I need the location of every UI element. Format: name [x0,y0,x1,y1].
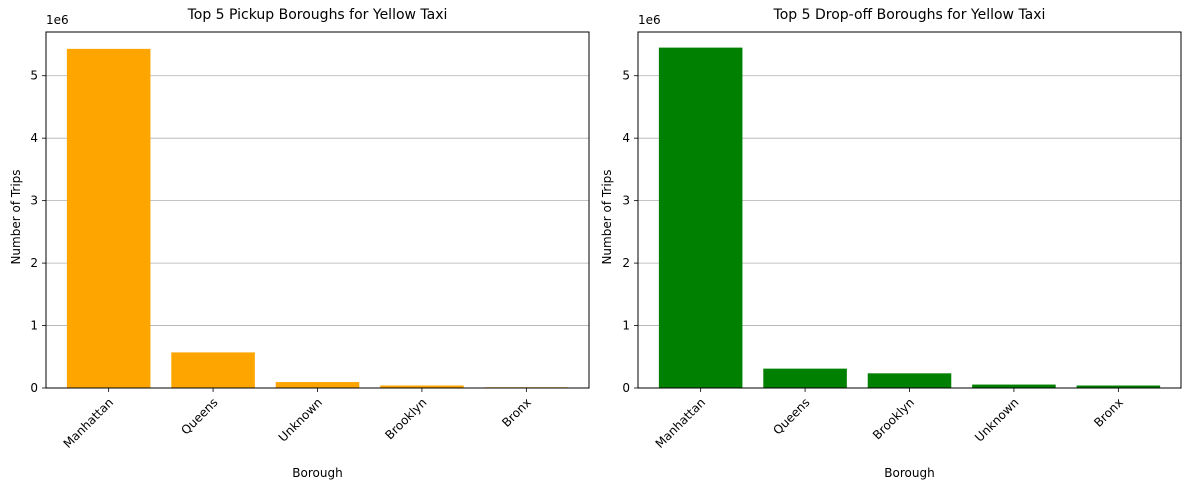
x-axis-label: Borough [292,466,342,480]
y-tick-label: 1 [622,319,630,333]
y-tick-label: 2 [30,256,38,270]
pickup-chart: Top 5 Pickup Boroughs for Yellow Taxi 1e… [9,7,590,480]
y-tick-label: 3 [622,194,630,208]
chart-title: Top 5 Pickup Boroughs for Yellow Taxi [187,7,448,23]
y-tick-label: 4 [30,131,38,145]
x-axis-label: Borough [884,466,934,480]
x-tick-label: Queens [770,395,812,437]
y-tick-label: 3 [30,194,38,208]
y-tick-label: 1 [30,319,38,333]
bar [380,385,464,388]
bar [66,48,151,388]
x-tick-label: Brooklyn [870,395,917,442]
x-tick-label: Bronx [499,395,534,430]
y-tick-label: 4 [622,131,630,145]
y-axis-label: Number of Trips [9,169,23,264]
bar [1076,385,1161,388]
x-tick-label: Manhattan [653,395,709,451]
x-tick-label: Bronx [1091,395,1126,430]
scale-label: 1e6 [638,13,661,27]
x-tick-label: Unknown [972,395,1021,444]
x-tick-label: Brooklyn [382,395,429,442]
x-tick-label: Unknown [276,395,325,444]
bar [763,368,847,388]
x-tick-label: Manhattan [61,395,117,451]
bar [275,382,360,388]
y-tick-label: 0 [30,381,38,395]
bar [658,47,743,388]
y-tick-label: 2 [622,256,630,270]
dropoff-chart: Top 5 Drop-off Boroughs for Yellow Taxi … [600,7,1182,480]
bar [867,373,952,388]
bar [972,384,1056,388]
bar [171,352,255,388]
y-tick-label: 5 [622,69,630,83]
scale-label: 1e6 [46,13,69,27]
y-tick-label: 5 [30,69,38,83]
plot-frame [45,31,590,389]
x-tick-label: Queens [178,395,220,437]
y-tick-label: 0 [622,381,630,395]
y-axis-label: Number of Trips [600,169,614,264]
chart-title: Top 5 Drop-off Boroughs for Yellow Taxi [773,7,1046,23]
plot-frame [637,31,1182,389]
